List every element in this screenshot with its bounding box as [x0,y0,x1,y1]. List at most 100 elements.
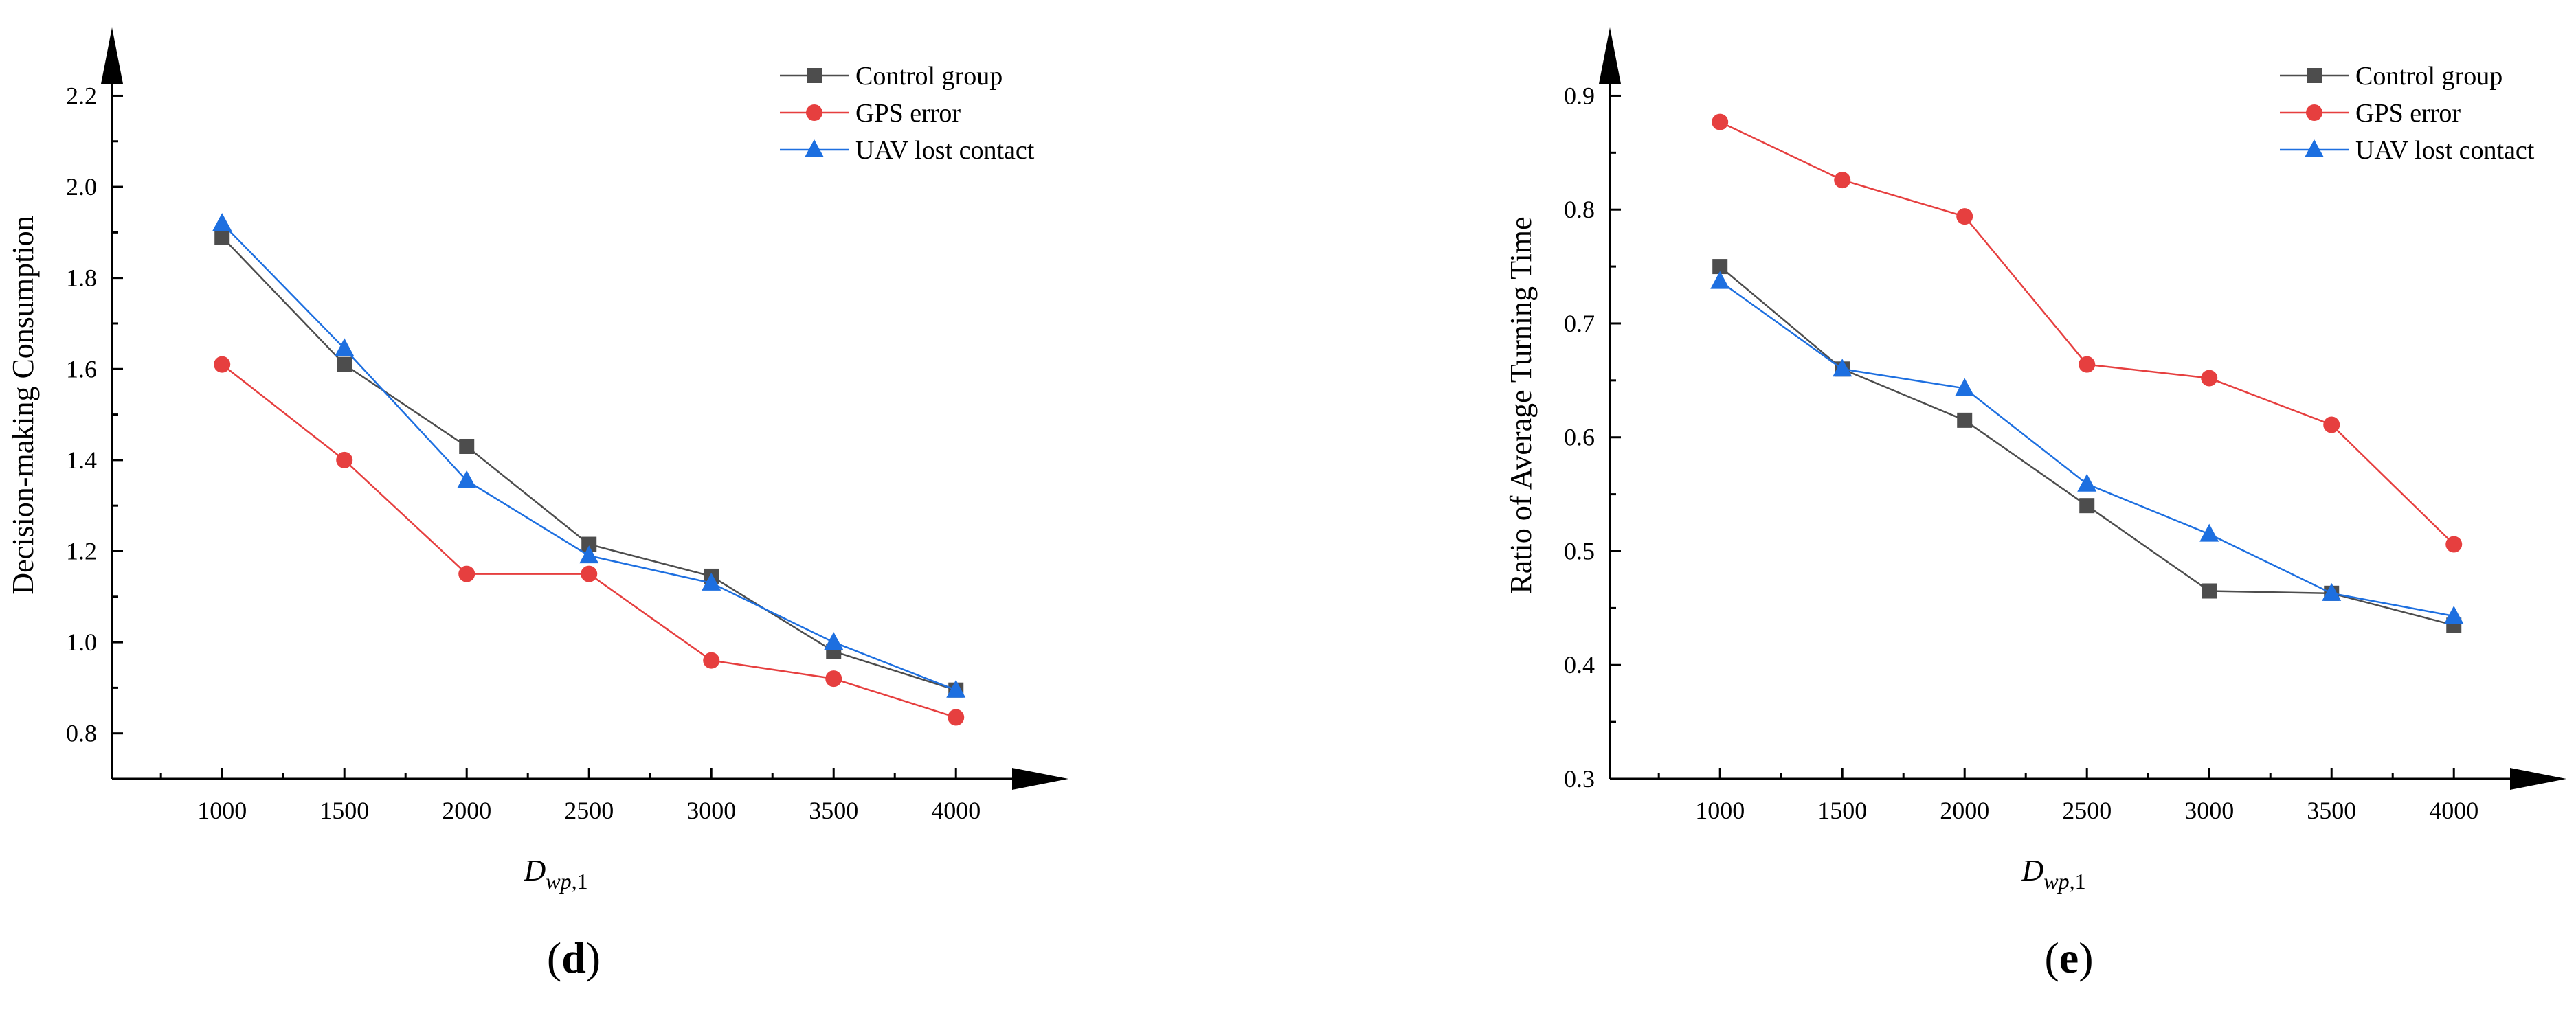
y-tick-label: 1.8 [66,264,97,292]
y-tick-label: 1.2 [66,537,97,565]
data-point [2445,536,2463,553]
data-point [337,356,352,372]
x-tick-label: 1000 [197,797,247,824]
y-tick-label: 0.8 [66,720,97,747]
x-tick-label: 3500 [2307,797,2356,824]
legend-label: GPS error [855,99,961,128]
series-line [1719,280,2454,617]
y-tick-label: 0.6 [1564,424,1595,451]
y-tick-label: 0.4 [1564,651,1595,679]
data-point [459,438,475,454]
x-tick-label: 1500 [1817,797,1867,824]
data-point [2077,473,2097,492]
y-axis-arrow [101,27,123,84]
x-tick-label: 3500 [809,797,858,824]
data-point [1957,412,1973,428]
series-line [221,223,956,691]
panel-label-d: (d) [547,933,601,982]
legend-label: GPS error [2355,99,2461,128]
data-point [2201,370,2218,387]
y-tick-label: 0.7 [1564,310,1595,337]
series-control-group [214,229,964,698]
legend-label: Control group [855,62,1003,91]
data-point [824,632,844,650]
data-point [948,709,965,726]
data-point [1956,208,1973,225]
panel-label-e: (e) [2044,933,2093,982]
series-gps-error [214,356,965,726]
legend-marker [806,104,822,121]
data-point [825,670,842,688]
y-tick-label: 2.0 [66,173,97,201]
x-tick-label: 2500 [564,797,614,824]
data-point [1833,359,1852,377]
legend-marker [805,139,824,157]
y-tick-label: 1.6 [66,355,97,383]
series-line [1719,266,2454,626]
data-point [702,572,721,591]
x-tick-label: 1000 [1695,797,1745,824]
data-point [581,565,598,582]
x-axis-arrow [1012,768,1068,790]
y-tick-label: 0.3 [1564,765,1595,793]
data-point [457,470,477,488]
data-point [2079,356,2096,373]
data-point [214,229,230,245]
x-tick-label: 1500 [320,797,369,824]
data-point [2322,582,2342,601]
y-axis-title: Ratio of Average Turning Time [1504,216,1538,593]
chart-d: 0.8 1.0 1.2 1.4 1.6 1.8 2.0 2.2 1000 1500 2000 2500… [6,27,1068,894]
y-tick-label: 0.8 [1564,196,1595,223]
series-uav-lost-contact [212,213,966,698]
x-axis-title: Dwp,1 [523,854,587,894]
data-point [946,679,966,698]
data-point [458,565,475,582]
data-point [336,451,353,468]
data-point [581,536,597,552]
series-uav-lost-contact [1710,271,2464,624]
data-point [1955,378,1975,396]
legend-marker [807,68,822,83]
y-tick-label: 2.2 [66,82,97,109]
series-line [221,236,956,691]
data-point [1712,259,1728,275]
legend-marker [2307,68,2322,83]
data-point [703,652,720,669]
data-point [335,338,355,356]
x-tick-label: 4000 [2429,797,2478,824]
y-tick-label: 1.4 [66,446,97,474]
data-point [214,356,231,373]
y-tick-label: 0.5 [1564,537,1595,565]
x-tick-label: 2500 [2062,797,2112,824]
legend-label: UAV lost contact [2355,136,2535,165]
y-tick-label: 0.9 [1564,82,1595,109]
data-point [1712,113,1729,130]
data-point [2079,498,2095,514]
series-gps-error [1712,113,2463,553]
y-tick-label: 1.0 [66,628,97,656]
x-tick-label: 2000 [1940,797,1989,824]
data-point [2202,583,2217,599]
data-point [2323,416,2340,433]
data-point [2199,523,2219,542]
x-tick-label: 3000 [686,797,736,824]
data-point [1710,271,1730,289]
y-axis-arrow [1599,27,1621,84]
data-point [1834,172,1851,189]
series-control-group [1712,259,2462,633]
data-point [2444,605,2464,624]
data-point [212,213,232,231]
y-axis-title: Decision-making Consumption [6,216,40,594]
legend-label: UAV lost contact [855,136,1035,165]
legend-marker [2305,139,2324,157]
x-axis-title: Dwp,1 [2021,854,2085,894]
data-point [579,545,599,564]
x-tick-label: 2000 [442,797,491,824]
legend-label: Control group [2355,62,2502,91]
chart-e: 0.3 0.4 0.5 0.6 0.7 0.8 0.9 1000 1500 2000 2500 300… [1504,27,2566,894]
x-axis-arrow [2510,768,2566,790]
legend-marker [2306,104,2322,121]
x-tick-label: 3000 [2184,797,2234,824]
x-tick-label: 4000 [931,797,981,824]
